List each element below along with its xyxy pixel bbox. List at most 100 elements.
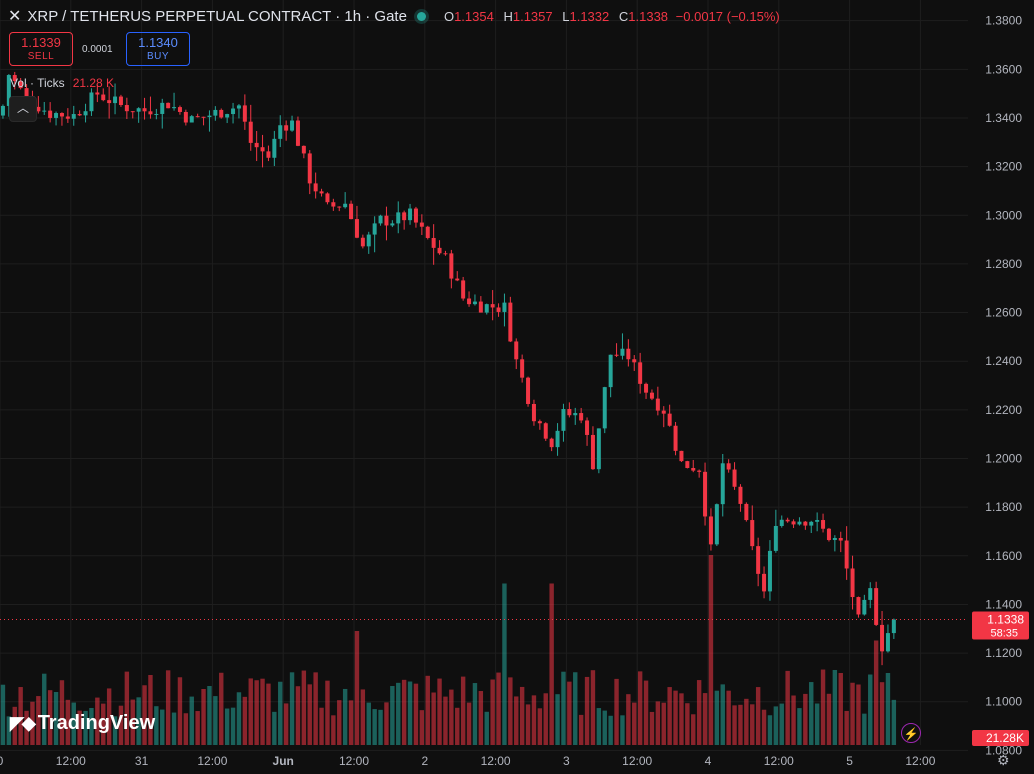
candle-body bbox=[118, 96, 123, 106]
candle-body bbox=[561, 409, 566, 431]
gear-icon[interactable]: ⚙ bbox=[997, 752, 1010, 768]
candle-body bbox=[142, 108, 147, 112]
candle-body bbox=[83, 111, 88, 116]
candle-body bbox=[585, 420, 590, 435]
price-tick-label: 1.2800 bbox=[985, 257, 1022, 271]
close-value: 1.1338 bbox=[628, 8, 669, 24]
volume-bar bbox=[378, 709, 383, 745]
candle-body bbox=[520, 359, 525, 378]
time-tick-label: 12:00 bbox=[764, 754, 794, 768]
tradingview-logo[interactable]: ◤◆ TradingView bbox=[10, 712, 155, 735]
volume-bar bbox=[537, 708, 543, 745]
candle-body bbox=[537, 421, 542, 424]
volume-bar bbox=[750, 704, 755, 745]
volume-bar bbox=[372, 709, 377, 745]
candle-body bbox=[331, 202, 336, 207]
candle-body bbox=[797, 521, 802, 525]
candle-body bbox=[708, 516, 713, 545]
candle-body bbox=[579, 413, 584, 421]
volume-bar bbox=[136, 697, 141, 745]
volume-bar bbox=[431, 692, 436, 745]
volume-bar bbox=[844, 710, 849, 745]
branding-text: TradingView bbox=[37, 712, 156, 734]
candle-body bbox=[679, 450, 684, 462]
symbol-title[interactable]: XRP / TETHERUS PERPETUAL CONTRACT · 1h ·… bbox=[27, 7, 407, 25]
volume-bar bbox=[873, 640, 879, 745]
volume-bar bbox=[744, 698, 749, 745]
volume-bar bbox=[124, 671, 130, 745]
symbol-header: ✕ XRP / TETHERUS PERPETUAL CONTRACT · 1h… bbox=[8, 6, 780, 26]
candle-body bbox=[703, 471, 708, 517]
candle-body bbox=[620, 348, 625, 356]
time-tick-label: 12:00 bbox=[56, 754, 86, 768]
candle-body bbox=[502, 302, 507, 312]
volume-bar bbox=[242, 696, 248, 745]
price-axis[interactable]: 1.3800 1.3600 1.3400 1.3200 1.3000 1.2800 1.26… bbox=[968, 0, 1034, 774]
price-tick-label: 1.2400 bbox=[985, 354, 1022, 368]
volume-bar bbox=[460, 676, 466, 745]
candle-body bbox=[71, 114, 76, 119]
chevron-up-icon[interactable]: ︿ bbox=[9, 96, 37, 122]
volume-bar bbox=[543, 693, 548, 745]
candle-body bbox=[366, 234, 371, 247]
candle-body bbox=[295, 120, 300, 146]
candle-body bbox=[649, 392, 654, 399]
candle-body bbox=[880, 624, 885, 652]
open-label: O bbox=[443, 8, 455, 24]
volume-bar bbox=[578, 714, 584, 745]
time-axis[interactable]: 0 12:00 31 12:00 Jun 12:00 2 12:00 3 12:00 4 12:00 5… bbox=[0, 745, 968, 774]
buy-button[interactable]: 1.1340 BUY bbox=[126, 32, 190, 66]
lightning-icon[interactable]: ⚡ bbox=[901, 723, 921, 743]
candle-body bbox=[390, 223, 395, 226]
candle-body bbox=[236, 105, 241, 109]
volume-bar bbox=[301, 670, 307, 745]
market-status-icon[interactable] bbox=[416, 11, 426, 21]
volume-legend[interactable]: Vol · Ticks 21.28 K bbox=[10, 76, 114, 90]
buy-price: 1.1340 bbox=[138, 35, 178, 50]
candle-body bbox=[89, 92, 94, 112]
price-tick-label: 1.2600 bbox=[985, 306, 1022, 320]
volume-bar bbox=[466, 702, 472, 745]
candle-body bbox=[496, 307, 501, 312]
candle-body bbox=[278, 125, 283, 139]
price-tick-label: 1.1400 bbox=[985, 597, 1022, 611]
volume-bar bbox=[785, 670, 790, 745]
volume-bar bbox=[425, 675, 430, 745]
candle-body bbox=[874, 588, 879, 625]
volume-bar bbox=[47, 690, 53, 745]
candle-body bbox=[744, 503, 749, 521]
volume-bar bbox=[396, 682, 401, 745]
candle-body bbox=[644, 383, 649, 393]
volume-bars bbox=[0, 555, 897, 745]
volume-bar bbox=[101, 703, 106, 745]
volume-bar bbox=[856, 684, 861, 745]
low-value: 1.1332 bbox=[569, 8, 610, 24]
volume-bar bbox=[696, 680, 702, 745]
time-tick-label: 2 bbox=[421, 754, 428, 768]
candle-body bbox=[832, 537, 837, 541]
price-axis-background bbox=[968, 0, 1034, 774]
candle-body bbox=[225, 114, 230, 118]
volume-bar bbox=[95, 697, 100, 745]
volume-bar bbox=[826, 693, 832, 745]
volume-bar bbox=[626, 694, 631, 745]
sell-button[interactable]: 1.1339 SELL bbox=[9, 32, 73, 66]
time-tick-label: 12:00 bbox=[481, 754, 511, 768]
volume-bar bbox=[620, 715, 625, 745]
candle-body bbox=[343, 203, 348, 208]
volume-bar bbox=[820, 669, 826, 745]
volume-bar bbox=[667, 687, 672, 745]
volume-bar bbox=[272, 711, 277, 745]
time-tick-label: Jun bbox=[273, 754, 294, 768]
close-icon[interactable]: ✕ bbox=[8, 8, 22, 25]
low-label: L bbox=[562, 8, 570, 24]
price-tick-label: 1.3200 bbox=[985, 160, 1022, 174]
candle-body bbox=[791, 521, 796, 525]
candle-body bbox=[449, 253, 454, 279]
candle-body bbox=[508, 302, 513, 342]
volume-bar bbox=[30, 701, 35, 745]
volume-bar bbox=[36, 696, 41, 745]
last-price-label: 1.1338 bbox=[987, 613, 1024, 627]
volume-bar bbox=[165, 670, 171, 745]
